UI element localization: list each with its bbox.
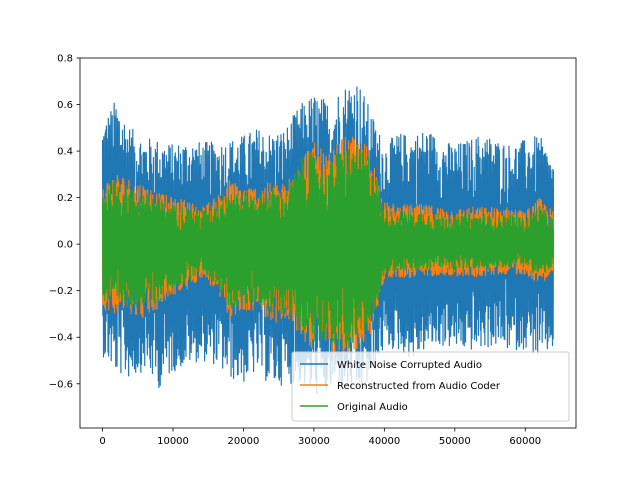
y-tick-label: 0.6 <box>57 100 73 111</box>
x-tick-label: 60000 <box>509 436 541 447</box>
legend-label-3: Original Audio <box>337 402 408 413</box>
y-tick-label: −0.4 <box>49 333 73 344</box>
y-tick-label: −0.6 <box>49 379 73 390</box>
plot-area <box>101 86 555 394</box>
x-tick-label: 0 <box>99 436 105 447</box>
x-tick-label: 30000 <box>298 436 330 447</box>
x-tick-label: 40000 <box>368 436 400 447</box>
legend-label-2: Reconstructed from Audio Coder <box>337 381 501 392</box>
y-tick-label: 0.4 <box>57 147 73 158</box>
legend: White Noise Corrupted Audio Reconstructed… <box>291 351 570 422</box>
x-axis: 0 10000 20000 30000 40000 50000 60000 <box>99 428 541 447</box>
axes-frame <box>79 57 577 429</box>
legend-box <box>291 351 570 422</box>
y-tick-label: 0.0 <box>57 240 73 251</box>
series-layer <box>101 86 555 394</box>
x-tick-label: 10000 <box>157 436 189 447</box>
x-tick-label: 20000 <box>228 436 260 447</box>
series-line-3 <box>101 146 555 349</box>
legend-label-1: White Noise Corrupted Audio <box>337 360 482 371</box>
x-tick-label: 50000 <box>439 436 471 447</box>
y-axis: −0.6 −0.4 −0.2 0.0 0.2 0.4 0.6 0.8 <box>49 54 80 390</box>
y-tick-label: −0.2 <box>49 286 73 297</box>
y-tick-label: 0.8 <box>57 54 73 65</box>
y-tick-label: 0.2 <box>57 193 73 204</box>
